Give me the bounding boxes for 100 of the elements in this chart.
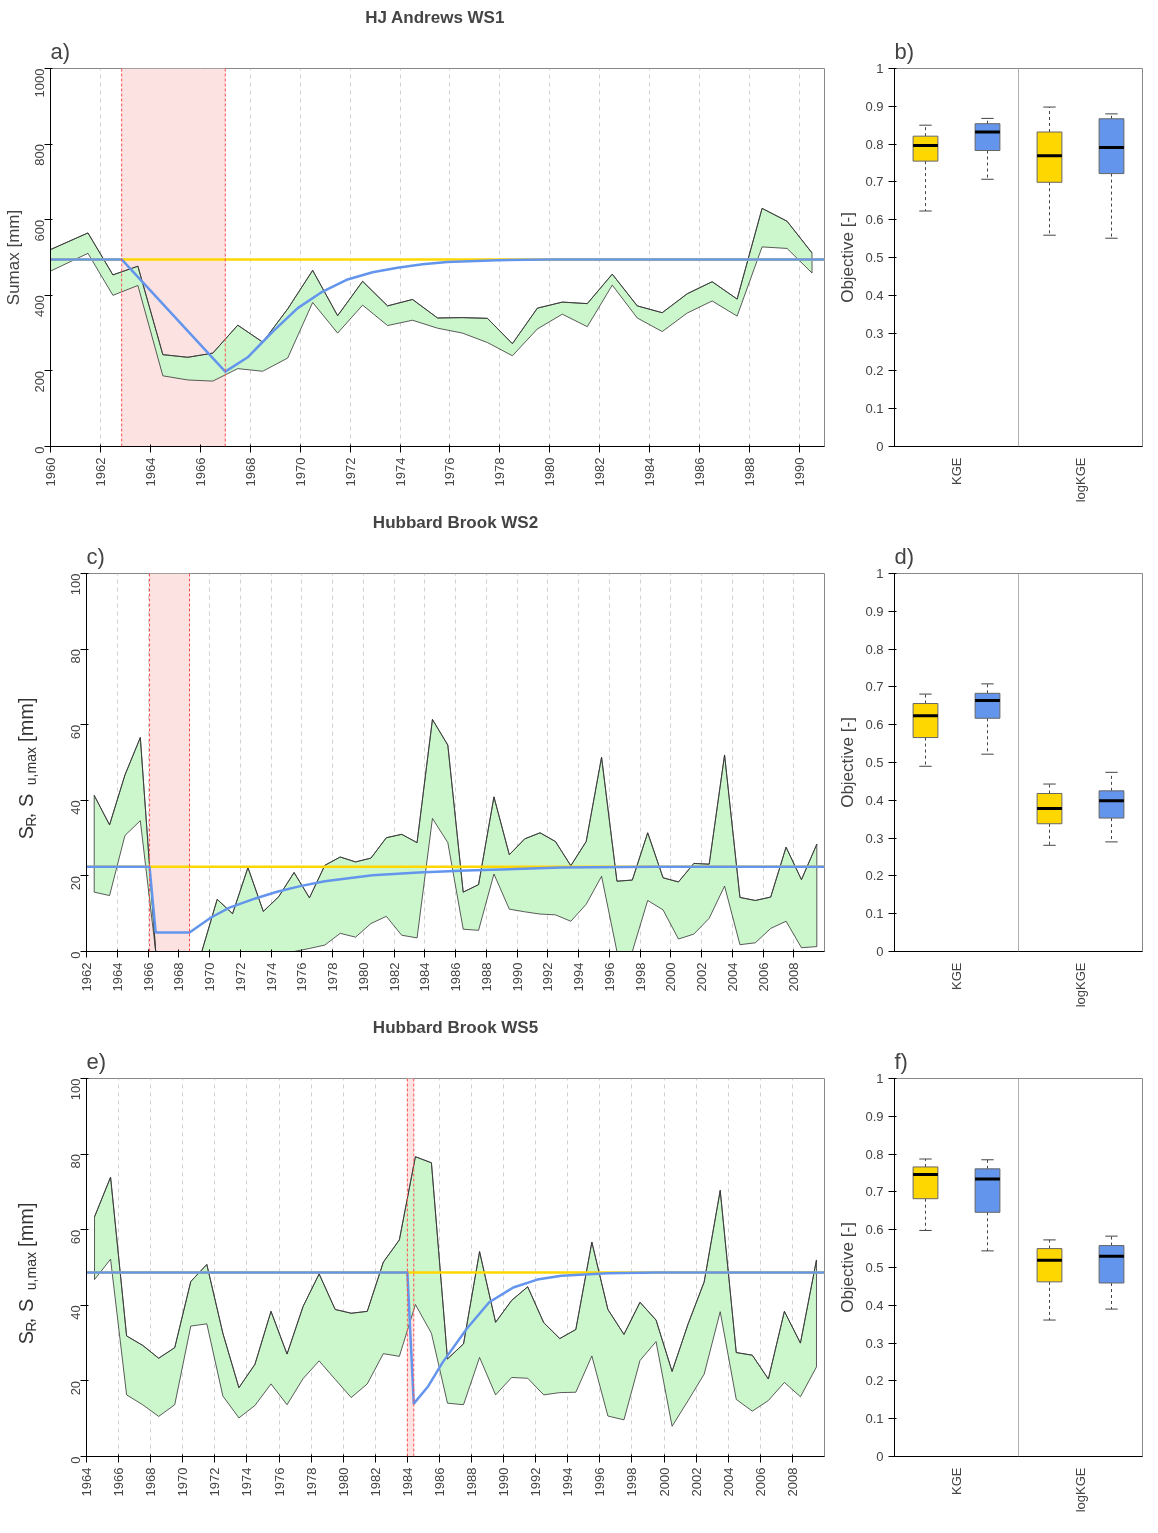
- x-tick-label: 2002: [694, 962, 709, 992]
- y-tick-label: 0.8: [865, 641, 884, 657]
- x-tick-label: 2008: [784, 1467, 800, 1497]
- y-tick-label: 0: [876, 944, 884, 959]
- y-tick-label: 400: [32, 295, 47, 317]
- chart-title: HJ Andrews WS1: [365, 7, 505, 27]
- x-tick-label: 1980: [355, 962, 371, 992]
- x-tick-label: 2008: [786, 962, 802, 992]
- x-tick-label: 1980: [335, 1467, 351, 1497]
- x-tick-label: KGE: [949, 962, 964, 990]
- x-tick-label: 1998: [632, 962, 648, 992]
- x-tick-label: 1978: [303, 1467, 319, 1497]
- y-tick-label: 0: [32, 446, 47, 454]
- y-tick-label: 0.2: [865, 868, 884, 884]
- x-tick-label: 1982: [592, 457, 608, 487]
- x-tick-label: 1988: [478, 962, 494, 992]
- x-tick-label: 1966: [140, 962, 156, 992]
- y-tick-label: 0.6: [865, 1222, 884, 1238]
- x-tick-label: 1986: [431, 1467, 447, 1497]
- x-tick-label: 1994: [571, 962, 586, 992]
- y-tick-label: 0.4: [865, 792, 884, 808]
- x-tick-label: 2000: [663, 962, 679, 992]
- y-tick-label: 0.5: [865, 1260, 884, 1275]
- y-tick-label: 60: [68, 1229, 83, 1245]
- x-tick-label: 1970: [202, 962, 217, 992]
- y-axis-title: SR, Su,max [mm]: [14, 697, 39, 840]
- x-tick-label: 1990: [496, 1467, 512, 1497]
- y-tick-label: 20: [68, 1380, 83, 1396]
- y-axis-title: SR, Su,max [mm]: [14, 1202, 39, 1345]
- x-tick-label: 1972: [232, 962, 248, 992]
- x-tick-label: 2006: [752, 1467, 768, 1497]
- x-tick-label: 1968: [143, 1467, 159, 1497]
- y-tick-label: 800: [32, 144, 47, 166]
- y-tick-label: 0.6: [865, 212, 884, 228]
- y-tick-label: 0: [876, 439, 884, 454]
- y-tick-label: 0: [68, 1456, 83, 1464]
- x-tick-label: 1964: [142, 457, 158, 487]
- x-tick-label: 2006: [755, 962, 771, 992]
- y-tick-label: 0.8: [865, 136, 884, 152]
- x-tick-label: 1974: [239, 1467, 255, 1497]
- x-tick-label: 1966: [192, 457, 208, 487]
- y-tick-label: 0.7: [865, 679, 884, 695]
- x-tick-label: logKGE: [1073, 1467, 1088, 1513]
- y-tick-label: 0.6: [865, 717, 884, 733]
- y-axis-title: Objective [-]: [838, 212, 858, 303]
- y-tick-label: 1000: [32, 68, 47, 98]
- y-tick-label: 0.3: [865, 325, 884, 341]
- y-tick-label: 0.2: [865, 363, 884, 379]
- y-tick-label: 40: [68, 1305, 83, 1320]
- x-tick-label: KGE: [949, 457, 964, 485]
- x-tick-label: 1968: [242, 457, 258, 487]
- x-tick-label: 1964: [79, 1467, 94, 1497]
- x-tick-label: 1992: [528, 1467, 544, 1497]
- x-tick-label: 1982: [386, 962, 402, 992]
- x-tick-label: 2004: [724, 962, 740, 992]
- x-tick-label: 1974: [263, 962, 279, 992]
- y-tick-label: 1: [876, 1071, 884, 1086]
- x-tick-label: logKGE: [1073, 962, 1088, 1008]
- x-tick-label: 1990: [509, 962, 525, 992]
- y-tick-label: 0.5: [865, 755, 884, 770]
- y-tick-label: 80: [68, 1154, 83, 1169]
- y-axis-title: Objective [-]: [838, 1222, 858, 1313]
- x-tick-label: 1984: [417, 962, 433, 992]
- x-tick-label: 1996: [601, 962, 617, 992]
- y-tick-label: 0.1: [865, 401, 884, 417]
- x-tick-label: 1970: [292, 457, 308, 487]
- y-axis-title: Sumax [mm]: [3, 209, 23, 306]
- x-tick-label: 1978: [325, 962, 340, 992]
- y-tick-label: 0.2: [865, 1373, 884, 1389]
- y-tick-label: 0.5: [865, 250, 884, 265]
- y-tick-label: 200: [32, 370, 47, 393]
- y-tick-label: 0.9: [865, 1108, 884, 1124]
- y-axis-title: Objective [-]: [838, 717, 858, 808]
- text: c): [86, 543, 105, 569]
- y-tick-label: 0.1: [865, 1411, 884, 1427]
- x-tick-label: 1972: [342, 457, 358, 487]
- x-tick-label: 1990: [792, 457, 808, 487]
- x-tick-label: 1980: [542, 457, 558, 487]
- x-tick-label: 1988: [742, 457, 758, 487]
- x-tick-label: 2002: [688, 1467, 704, 1497]
- y-tick-label: 0.1: [865, 906, 884, 922]
- x-tick-label: 1984: [642, 457, 658, 487]
- text: b): [894, 38, 915, 64]
- x-tick-label: 2000: [656, 1467, 672, 1497]
- y-tick-label: 0.9: [865, 603, 884, 619]
- x-tick-label: 1972: [207, 1467, 223, 1497]
- y-tick-label: 20: [68, 875, 83, 891]
- y-tick-label: 0.7: [865, 1184, 884, 1200]
- x-tick-label: 1976: [294, 962, 310, 992]
- x-tick-label: 1976: [442, 457, 458, 487]
- y-tick-label: 80: [68, 649, 83, 664]
- x-tick-label: 1992: [540, 962, 556, 992]
- y-tick-label: 60: [68, 724, 83, 740]
- x-tick-label: 1970: [175, 1467, 191, 1497]
- x-tick-label: 2004: [720, 1467, 736, 1497]
- text: a): [50, 38, 71, 64]
- x-tick-label: 1974: [392, 457, 408, 487]
- y-tick-label: 0.3: [865, 1335, 884, 1351]
- x-tick-label: 1968: [171, 962, 187, 992]
- text: d): [894, 543, 915, 569]
